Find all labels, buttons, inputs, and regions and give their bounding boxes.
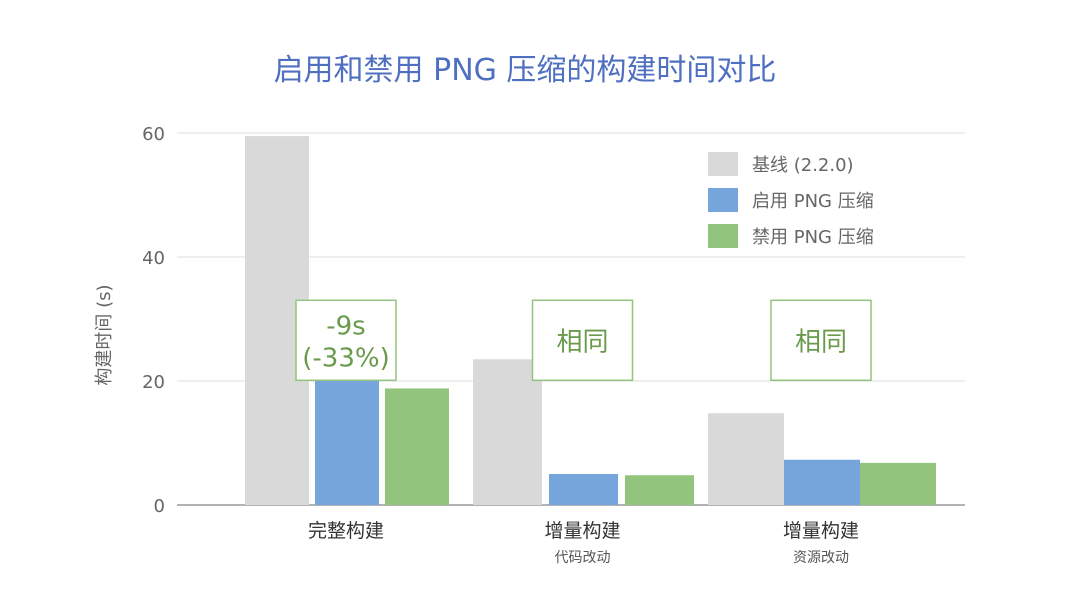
bar-3-series-3 [860, 462, 936, 505]
x-category-label: 完整构建 [308, 520, 384, 542]
legend-label: 启用 PNG 压缩 [752, 191, 874, 212]
bar-2-series-3 [625, 475, 694, 505]
annotation-frame [770, 299, 872, 382]
annotation-frame [531, 299, 634, 382]
annotation-text: (-33%) [302, 343, 389, 373]
annotation-frame [295, 299, 397, 382]
legend-label: 禁用 PNG 压缩 [752, 227, 874, 248]
bar-3-series-1 [708, 413, 784, 505]
legend-swatch [708, 188, 738, 212]
legend-swatch [708, 224, 738, 248]
annotation-text: -9s [326, 311, 365, 341]
y-tick-label: 40 [142, 248, 165, 269]
annotations-layer: -9s(-33%) 相同 相同 [295, 299, 872, 382]
legend-label: 基线 (2.2.0) [752, 155, 854, 176]
legend-item: 启用 PNG 压缩 [708, 188, 874, 212]
y-tick-label: 20 [142, 372, 165, 393]
x-category-label: 增量构建 [544, 520, 620, 542]
bar-1-series-3 [385, 388, 449, 505]
x-category-sublabel: 资源改动 [793, 550, 849, 566]
legend-item: 基线 (2.2.0) [708, 152, 854, 176]
annotation-box: -9s(-33%) [295, 299, 397, 382]
y-tick-label: 60 [142, 124, 165, 145]
annotation-box: 相同 [770, 299, 872, 382]
y-tick-label: 0 [154, 496, 165, 517]
bar-2-series-1 [473, 359, 542, 505]
legend-swatch [708, 152, 738, 176]
chart-title: 启用和禁用 PNG 压缩的构建时间对比 [274, 53, 777, 88]
annotation-text: 相同 [795, 327, 847, 357]
bar-2-series-2 [549, 474, 618, 505]
annotation-text: 相同 [556, 327, 608, 357]
x-category-label: 增量构建 [783, 520, 859, 542]
legend-item: 禁用 PNG 压缩 [708, 224, 874, 248]
x-category-sublabel: 代码改动 [555, 550, 611, 566]
y-axis-title: 构建时间 (s) [94, 284, 115, 385]
annotation-box: 相同 [531, 299, 634, 382]
bar-3-series-2 [784, 459, 860, 505]
